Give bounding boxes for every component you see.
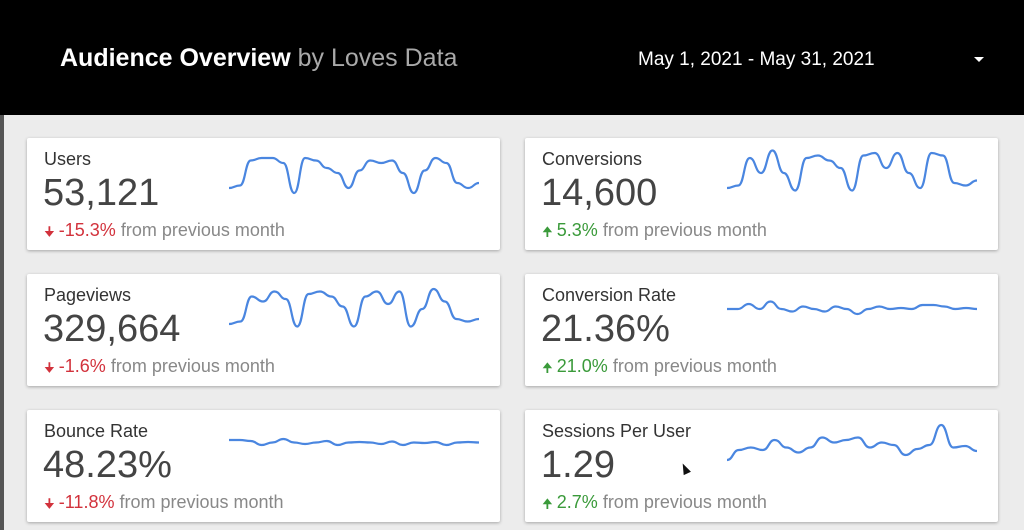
scorecard-change: 🠉 21.0% from previous month <box>542 356 777 381</box>
sparkline-series <box>229 156 479 195</box>
arrow-up-icon: 🠉 <box>542 496 553 511</box>
sparkline <box>727 423 977 462</box>
change-suffix: from previous month <box>119 492 284 512</box>
scorecard-change: 🠋 -1.6% from previous month <box>44 356 275 381</box>
arrow-down-icon: 🠋 <box>44 360 55 375</box>
scorecard-conversion-rate[interactable]: Conversion Rate 21.36% 🠉 21.0% from previ… <box>525 274 998 386</box>
date-range-picker[interactable]: May 1, 2021 - May 31, 2021 <box>638 49 875 70</box>
change-suffix: from previous month <box>120 220 285 240</box>
date-dropdown-caret-icon[interactable] <box>974 57 984 62</box>
scorecard-value: 53,121 <box>43 172 160 214</box>
scorecard-sessions-per-user[interactable]: Sessions Per User 1.29 🠉 2.7% from previo… <box>525 410 998 522</box>
arrow-up-icon: 🠉 <box>542 360 553 375</box>
scorecard-value: 329,664 <box>43 308 181 350</box>
scorecard-change: 🠉 2.7% from previous month <box>542 492 767 517</box>
scorecard-label: Conversions <box>542 149 643 169</box>
scorecard-value: 14,600 <box>541 172 658 214</box>
scorecard-change: 🠋 -15.3% from previous month <box>44 220 285 245</box>
left-border <box>0 115 4 530</box>
sparkline-series <box>229 287 479 328</box>
sparkline <box>727 149 977 192</box>
sparkline <box>229 156 479 195</box>
change-percent: -15.3% <box>58 220 116 240</box>
scorecard-label: Sessions Per User <box>542 421 692 441</box>
change-suffix: from previous month <box>602 220 767 240</box>
sparkline-series <box>727 423 977 462</box>
sparkline-series <box>229 437 479 447</box>
sparkline <box>727 300 977 316</box>
change-percent: 21.0% <box>556 356 608 376</box>
scorecard-value: 21.36% <box>541 308 670 350</box>
change-percent: -1.6% <box>58 356 106 376</box>
scorecard-change: 🠉 5.3% from previous month <box>542 220 767 245</box>
title-subtitle: by Loves Data <box>297 44 458 72</box>
change-percent: 5.3% <box>556 220 598 240</box>
scorecard-bounce-rate[interactable]: Bounce Rate 48.23% 🠋 -11.8% from previous… <box>27 410 500 522</box>
scorecard-conversions[interactable]: Conversions 14,600 🠉 5.3% from previous m… <box>525 138 998 250</box>
title-text: Audience Overview <box>60 44 291 72</box>
sparkline-series <box>727 149 977 192</box>
scorecard-label: Conversion Rate <box>542 285 677 305</box>
sparkline <box>229 287 479 328</box>
scorecard-change: 🠋 -11.8% from previous month <box>44 492 284 517</box>
report-header: Audience Overview by Loves Data May 1, 2… <box>0 0 1024 115</box>
scorecard-value: 48.23% <box>43 444 172 486</box>
change-suffix: from previous month <box>602 492 767 512</box>
arrow-down-icon: 🠋 <box>44 224 55 239</box>
sparkline <box>229 437 479 447</box>
change-suffix: from previous month <box>110 356 275 376</box>
scorecard-label: Bounce Rate <box>44 421 149 441</box>
scorecard-value: 1.29 <box>541 444 615 486</box>
change-suffix: from previous month <box>612 356 777 376</box>
arrow-up-icon: 🠉 <box>542 224 553 239</box>
scorecard-pageviews[interactable]: Pageviews 329,664 🠋 -1.6% from previous m… <box>27 274 500 386</box>
arrow-down-icon: 🠋 <box>44 496 55 511</box>
change-percent: -11.8% <box>58 492 115 512</box>
report-title: Audience Overview by Loves Data <box>60 44 457 73</box>
sparkline-series <box>727 300 977 316</box>
change-percent: 2.7% <box>556 492 598 512</box>
scorecard-users[interactable]: Users 53,121 🠋 -15.3% from previous month <box>27 138 500 250</box>
scorecard-label: Users <box>44 149 92 169</box>
scorecard-label: Pageviews <box>44 285 132 305</box>
